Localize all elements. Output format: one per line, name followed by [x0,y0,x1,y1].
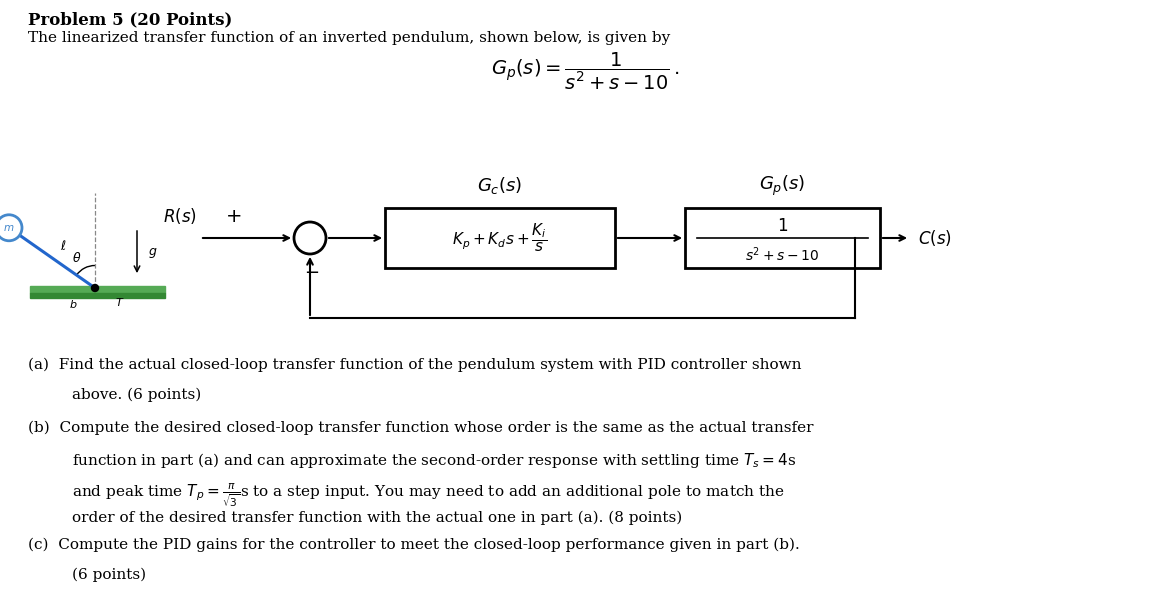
Text: $C(s)$: $C(s)$ [918,228,952,248]
Text: Problem 5 (20 Points): Problem 5 (20 Points) [28,11,233,28]
Text: $+$: $+$ [225,206,241,225]
Circle shape [91,285,98,292]
Text: $1$: $1$ [777,217,789,235]
Text: (b)  Compute the desired closed-loop transfer function whose order is the same a: (b) Compute the desired closed-loop tran… [28,421,813,435]
Text: $\theta$: $\theta$ [73,251,82,265]
Text: $G_p(s)$: $G_p(s)$ [759,174,806,198]
Text: $-$: $-$ [304,262,319,280]
Text: $m$: $m$ [4,223,15,233]
Text: $s^2+s-10$: $s^2+s-10$ [745,246,820,264]
Circle shape [0,215,22,241]
Text: above. (6 points): above. (6 points) [73,388,201,403]
Text: (6 points): (6 points) [73,568,146,582]
Bar [684,208,880,268]
Text: (c)  Compute the PID gains for the controller to meet the closed-loop performanc: (c) Compute the PID gains for the contro… [28,538,800,553]
Text: (a)  Find the actual closed-loop transfer function of the pendulum system with P: (a) Find the actual closed-loop transfer… [28,358,801,372]
Text: $\ell$: $\ell$ [60,239,67,253]
Text: $G_p(s) = \dfrac{1}{s^2 + s - 10}\,.$: $G_p(s) = \dfrac{1}{s^2 + s - 10}\,.$ [490,50,680,92]
Text: $T$: $T$ [115,296,124,308]
Bar [385,208,615,268]
Text: function in part (a) and can approximate the second-order response with settling: function in part (a) and can approximate… [73,451,797,470]
Bar [30,293,165,298]
Text: The linearized transfer function of an inverted pendulum, shown below, is given : The linearized transfer function of an i… [28,31,670,45]
Text: and peak time $T_p = \frac{\pi}{\sqrt{3}}$s to a step input. You may need to add: and peak time $T_p = \frac{\pi}{\sqrt{3}… [73,481,785,508]
Text: $b$: $b$ [69,298,77,310]
Bar [30,286,165,293]
Text: $G_c(s)$: $G_c(s)$ [477,176,523,196]
Text: $g$: $g$ [147,246,158,260]
Text: $K_p + K_d s + \dfrac{K_i}{s}$: $K_p + K_d s + \dfrac{K_i}{s}$ [453,222,548,254]
Text: $R(s)$: $R(s)$ [163,206,197,226]
Text: order of the desired transfer function with the actual one in part (a). (8 point: order of the desired transfer function w… [73,511,682,525]
